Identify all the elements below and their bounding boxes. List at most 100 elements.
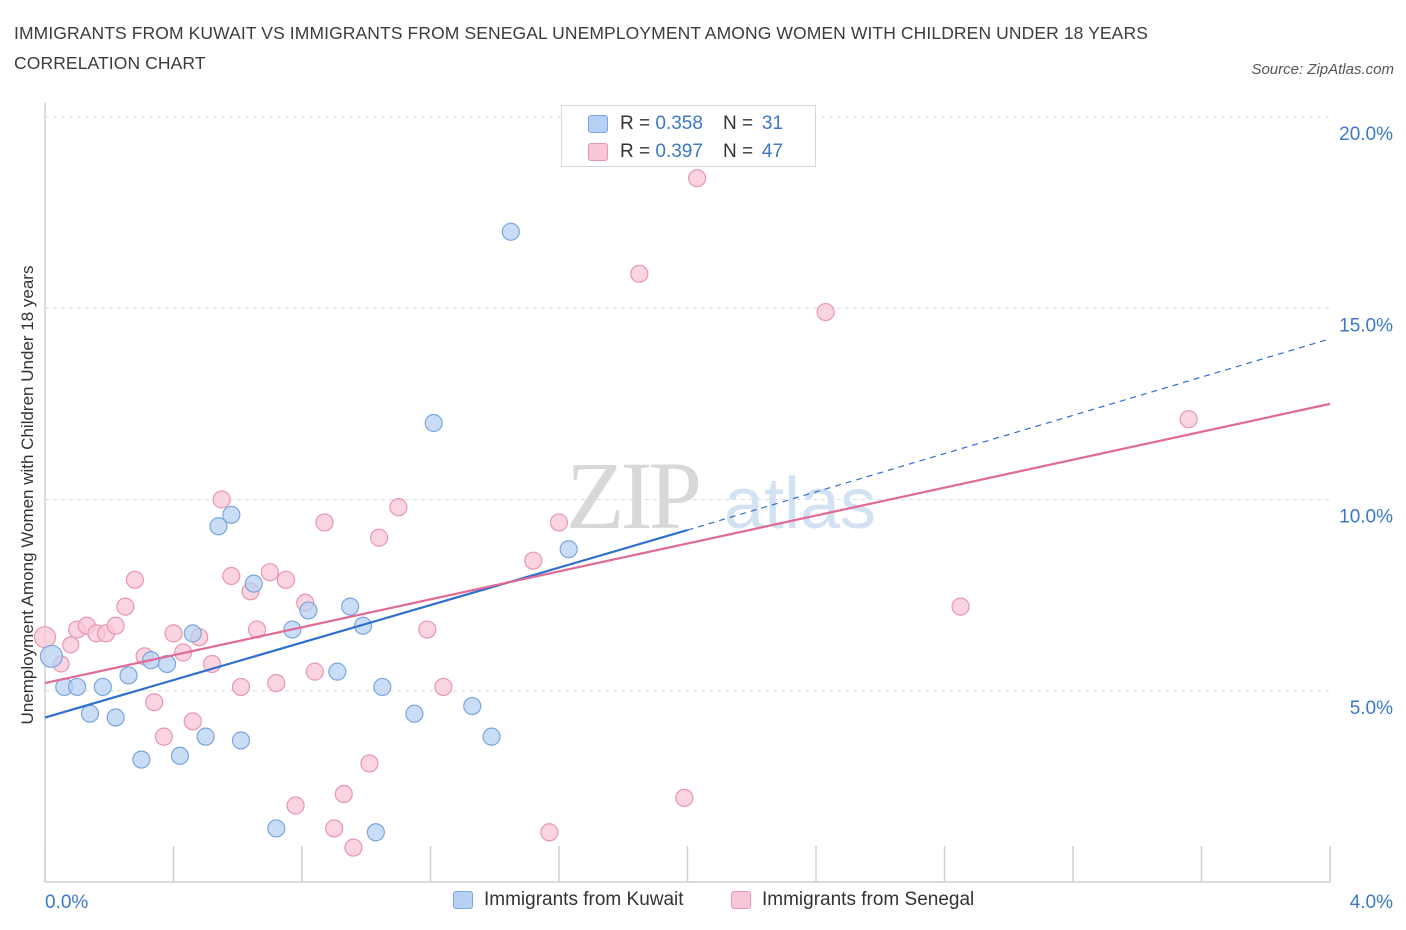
legend-swatch-senegal	[588, 143, 608, 161]
kuwait-point	[482, 727, 501, 746]
legend-row-senegal: R = 0.397 N = 47	[588, 139, 783, 165]
legend-row-kuwait: R = 0.358 N = 31	[588, 111, 783, 137]
bottom-legend-swatch-kuwait	[453, 891, 473, 909]
kuwait-point	[244, 574, 263, 593]
senegal-point	[816, 302, 835, 322]
kuwait-point	[222, 505, 241, 524]
kuwait-point	[106, 708, 125, 727]
senegal-point	[675, 788, 694, 807]
kuwait-trend-extension	[687, 338, 1331, 531]
senegal-point	[360, 754, 379, 773]
grid-layer	[45, 116, 1330, 692]
y-tick-label: 15.0%	[1339, 315, 1393, 336]
watermark-atlas: atlas	[724, 464, 876, 544]
senegal-point	[418, 620, 437, 639]
kuwait-point	[132, 750, 151, 769]
watermark-zip: ZIP	[566, 442, 699, 549]
kuwait-point	[209, 517, 228, 536]
kuwait-point	[373, 677, 392, 697]
kuwait-point	[80, 704, 100, 723]
kuwait-point	[68, 677, 87, 697]
y-tick-label: 20.0%	[1339, 124, 1393, 145]
stats-legend: R = 0.358 N = 31 R = 0.397 N = 47	[561, 105, 816, 167]
x-tick-label-max: 4.0%	[1350, 892, 1393, 913]
senegal-point	[106, 616, 125, 635]
senegal-point	[370, 528, 389, 547]
senegal-point	[951, 597, 970, 616]
senegal-point	[231, 677, 251, 697]
senegal-point	[524, 551, 543, 570]
chart-title: IMMIGRANTS FROM KUWAIT VS IMMIGRANTS FRO…	[14, 23, 1148, 73]
kuwait-point	[231, 731, 251, 750]
senegal-point	[325, 819, 344, 838]
kuwait-point	[341, 597, 360, 616]
kuwait-point	[183, 624, 202, 643]
senegal-point	[540, 823, 559, 842]
kuwait-point	[93, 677, 112, 697]
bottom-legend-senegal[interactable]: Immigrants from Senegal	[731, 889, 974, 911]
kuwait-point	[424, 413, 443, 433]
axis-layer	[44, 103, 1331, 883]
kuwait-point	[328, 662, 347, 681]
senegal-point	[315, 513, 334, 532]
x-tick-label-min: 0.0%	[45, 892, 88, 913]
senegal-point	[145, 693, 164, 712]
senegal-point	[434, 677, 453, 697]
legend-r-kuwait: 0.358	[655, 113, 703, 134]
kuwait-point	[463, 696, 482, 716]
kuwait-point	[366, 823, 385, 842]
y-tick-label: 5.0%	[1350, 698, 1393, 719]
bottom-legend-label-kuwait: Immigrants from Kuwait	[484, 889, 684, 910]
senegal-point	[116, 597, 135, 616]
senegal-point	[276, 570, 296, 589]
legend-n-label: N =	[722, 141, 754, 162]
bottom-legend-label-senegal: Immigrants from Senegal	[762, 889, 975, 910]
source-label: Source: ZipAtlas.com	[1251, 61, 1394, 78]
kuwait-point	[196, 727, 215, 746]
legend-n-kuwait: 31	[761, 113, 784, 134]
legend-r-senegal: 0.397	[655, 141, 703, 162]
y-axis-label: Unemployment Among Women with Children U…	[18, 265, 37, 725]
kuwait-point	[267, 819, 286, 838]
senegal-point	[389, 498, 408, 517]
senegal-point	[154, 727, 173, 746]
kuwait-point	[405, 704, 424, 723]
senegal-point	[549, 513, 569, 532]
senegal-point	[344, 838, 363, 857]
senegal-point	[125, 570, 145, 589]
senegal-point	[334, 784, 353, 804]
senegal-point	[212, 490, 231, 509]
senegal-point	[62, 636, 80, 654]
senegal-point	[260, 563, 279, 582]
kuwait-trend-line	[44, 529, 688, 719]
legend-r-label: R =	[620, 113, 651, 134]
bottom-legend-swatch-senegal	[731, 891, 751, 909]
kuwait-point	[501, 222, 520, 241]
senegal-point	[1179, 410, 1198, 429]
legend-swatch-kuwait	[588, 115, 608, 133]
y-tick-label: 10.0%	[1339, 507, 1393, 528]
senegal-point	[688, 169, 707, 188]
legend-r-label: R =	[620, 141, 651, 162]
kuwait-point	[170, 746, 190, 765]
legend-n-senegal: 47	[761, 141, 784, 162]
trend-layer	[44, 338, 1331, 719]
kuwait-point	[39, 644, 64, 668]
senegal-point	[305, 662, 324, 681]
points-layer	[33, 169, 1198, 857]
senegal-point	[630, 264, 649, 283]
bottom-legend-kuwait[interactable]: Immigrants from Kuwait	[453, 889, 684, 911]
tick-label-layer: 5.0% 10.0% 15.0% 20.0% 0.0% 4.0%	[45, 124, 1393, 913]
kuwait-point	[299, 601, 318, 620]
senegal-point	[183, 712, 202, 731]
senegal-point	[267, 673, 286, 693]
legend-n-label: N =	[722, 113, 754, 134]
kuwait-point	[559, 540, 578, 559]
senegal-trend-line	[44, 402, 1331, 685]
kuwait-point	[119, 666, 138, 685]
senegal-point	[222, 566, 241, 586]
watermark: ZIP atlas	[566, 442, 876, 549]
senegal-point	[164, 624, 183, 643]
senegal-point	[286, 796, 305, 815]
